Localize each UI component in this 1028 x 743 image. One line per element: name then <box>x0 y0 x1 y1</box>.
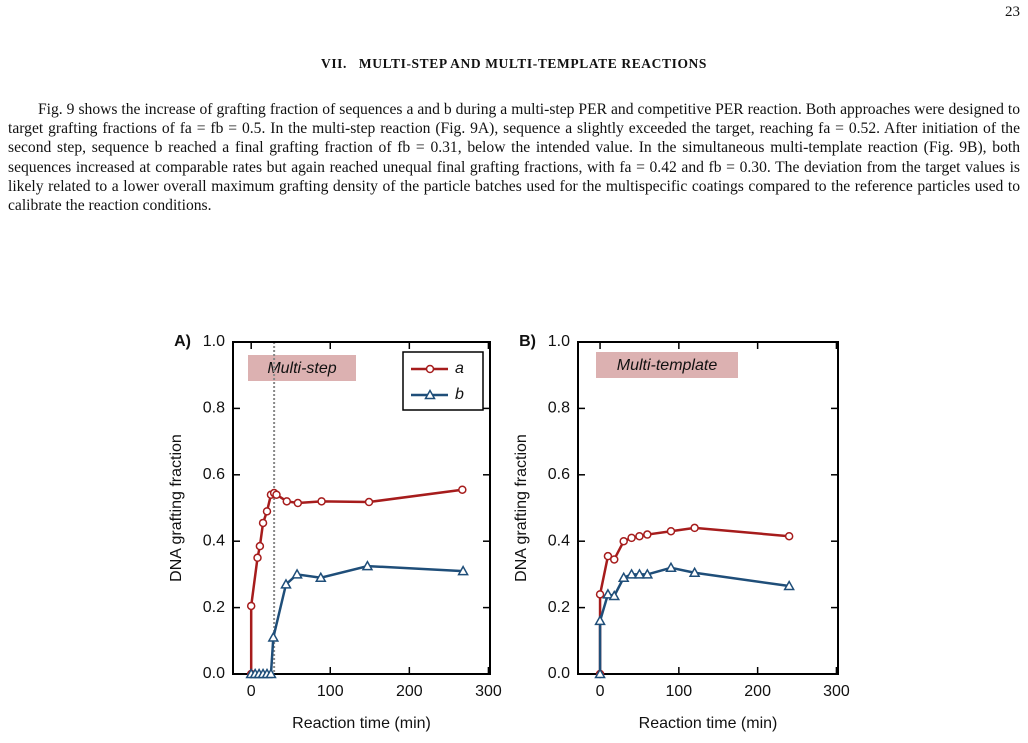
y-tick-label: 0.2 <box>548 599 570 616</box>
legend-marker <box>425 364 435 374</box>
panel-label: A) <box>174 333 191 350</box>
y-axis-title: DNA grafting fraction <box>513 434 530 582</box>
marker <box>457 565 469 576</box>
x-tick-label: 0 <box>247 683 256 700</box>
y-tick-label: 0.0 <box>548 665 570 682</box>
x-tick-label: 100 <box>665 683 692 700</box>
paragraph: Fig. 9 shows the increase of grafting fr… <box>8 101 1020 215</box>
legend-label: a <box>455 360 464 377</box>
annotation-box <box>596 352 738 378</box>
y-tick-label: 0.8 <box>548 400 570 417</box>
marker <box>291 568 303 579</box>
marker <box>665 561 677 573</box>
marker <box>280 578 292 589</box>
y-tick-label: 0.4 <box>203 532 225 549</box>
marker <box>255 541 265 551</box>
marker <box>641 568 654 579</box>
page-number: 23 <box>1005 4 1020 20</box>
marker <box>784 531 794 541</box>
marker <box>361 560 374 571</box>
marker <box>317 497 326 506</box>
marker <box>293 498 303 508</box>
panel-label: B) <box>519 333 536 350</box>
legend-marker <box>424 388 436 400</box>
marker <box>246 601 256 611</box>
x-tick-label: 300 <box>475 683 502 700</box>
y-tick-label: 0.4 <box>548 532 570 549</box>
series-line <box>251 564 464 676</box>
marker <box>594 667 606 679</box>
y-tick-label: 1.0 <box>203 333 225 350</box>
marker <box>603 551 613 561</box>
marker <box>458 485 467 494</box>
series-line <box>598 566 790 674</box>
x-tick-label: 300 <box>823 683 850 700</box>
annotation-box <box>248 355 356 381</box>
marker <box>625 568 638 579</box>
series-line <box>598 526 790 674</box>
marker <box>594 614 606 626</box>
x-tick-label: 200 <box>396 683 423 700</box>
marker <box>253 553 262 563</box>
marker <box>609 555 619 564</box>
marker <box>364 497 374 507</box>
x-axis-title: Reaction time (min) <box>639 715 778 732</box>
x-axis-title: Reaction time (min) <box>292 715 431 732</box>
marker <box>608 589 621 601</box>
legend-box <box>402 351 484 411</box>
y-tick-label: 0.6 <box>203 466 225 483</box>
y-tick-label: 0.2 <box>203 599 225 616</box>
marker <box>619 536 628 546</box>
series-line <box>249 488 463 674</box>
marker <box>262 507 272 516</box>
marker <box>272 490 281 499</box>
plot-frame <box>577 341 839 675</box>
y-tick-label: 1.0 <box>548 333 570 350</box>
marker <box>690 523 699 533</box>
y-tick-label: 0.0 <box>203 665 225 682</box>
plot-frame <box>232 341 491 675</box>
marker <box>783 579 795 591</box>
section-heading: VII. MULTI-STEP AND MULTI-TEMPLATE REACT… <box>320 56 708 71</box>
x-tick-label: 100 <box>317 683 344 700</box>
marker <box>666 526 676 536</box>
marker <box>627 533 636 543</box>
marker <box>617 571 630 582</box>
y-axis-title: DNA grafting fraction <box>168 434 185 582</box>
marker <box>265 667 277 679</box>
marker <box>258 518 268 528</box>
annotation: Multi-template <box>617 357 718 374</box>
x-tick-label: 200 <box>744 683 771 700</box>
marker <box>633 568 646 579</box>
marker <box>635 531 644 541</box>
marker <box>688 566 701 577</box>
marker <box>314 571 327 582</box>
marker <box>267 631 280 642</box>
legend-label: b <box>455 386 464 403</box>
marker <box>602 588 614 599</box>
y-tick-label: 0.6 <box>548 466 570 483</box>
y-tick-label: 0.8 <box>203 400 225 417</box>
marker <box>643 530 652 539</box>
x-tick-label: 0 <box>596 683 605 700</box>
marker <box>595 590 605 599</box>
annotation: Multi-step <box>267 360 336 377</box>
marker <box>282 497 292 506</box>
